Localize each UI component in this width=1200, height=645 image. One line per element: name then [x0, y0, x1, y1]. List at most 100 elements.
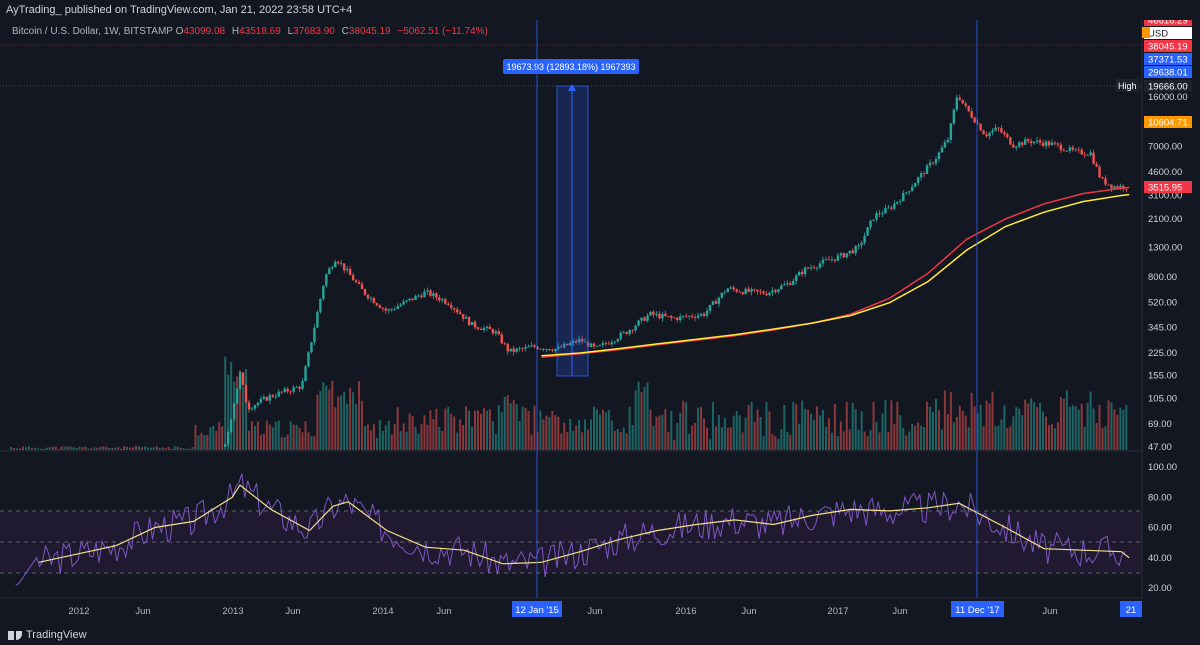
candle-body [1024, 139, 1027, 145]
candle-body [753, 289, 756, 290]
candle-body [1026, 139, 1030, 142]
volume-bar [792, 402, 795, 450]
volume-bar [1113, 409, 1116, 450]
volume-bar [1003, 405, 1006, 450]
candle-body [851, 250, 854, 254]
volume-bar [774, 436, 777, 450]
volume-bar [140, 447, 143, 450]
volume-bar [783, 404, 786, 450]
candle-body [414, 295, 417, 300]
volume-bar [209, 427, 212, 450]
volume-bar [1015, 407, 1018, 450]
candle-body [301, 381, 304, 389]
candle-body [393, 308, 396, 310]
volume-bar [221, 426, 224, 450]
candle-body [557, 346, 560, 349]
rsi-ma-line [38, 484, 1130, 565]
candle-body [348, 268, 352, 276]
volume-bar [934, 398, 937, 450]
volume-bar [1018, 408, 1021, 450]
candle-body [432, 293, 435, 297]
rsi-axis[interactable]: 100.00 80.00 60.00 40.00 20.00 [1148, 462, 1177, 594]
volume-bar [1030, 398, 1033, 450]
candle-body [447, 303, 450, 305]
candle-body [800, 272, 804, 275]
volume-bar [462, 424, 465, 450]
candle-body [479, 328, 483, 331]
candle-body [994, 127, 997, 131]
candle-body [803, 267, 807, 275]
volume-bar [845, 401, 848, 450]
volume-bar [869, 430, 872, 450]
close-label: C [341, 26, 349, 37]
candle-body [515, 348, 518, 352]
volume-bar [914, 426, 917, 450]
candle-body [458, 312, 462, 315]
volume-bar [239, 370, 242, 450]
volume-bar [747, 405, 750, 450]
candle-body [786, 283, 789, 285]
volume-bar [268, 424, 271, 450]
volume-bar [816, 406, 819, 450]
volume-bar [1047, 425, 1050, 450]
volume-bar [967, 427, 970, 450]
candle-body [1050, 142, 1054, 146]
volume-bar [667, 431, 670, 450]
volume-bar [369, 430, 372, 450]
volume-bar [1098, 404, 1101, 450]
volume-bar [890, 400, 893, 450]
candle-body [887, 207, 890, 209]
volume-bar [283, 437, 286, 450]
price-badge [1144, 53, 1192, 65]
candle-body [1035, 140, 1039, 142]
candle-body [910, 186, 914, 192]
price-axis[interactable]: 16000.00 7000.00 4600.00 3100.00 2100.00 1300… [1148, 92, 1188, 453]
candle-body [693, 317, 697, 318]
candle-body [893, 203, 896, 209]
volume-bar [21, 446, 24, 450]
candle-body [1125, 188, 1128, 190]
candle-body [702, 313, 706, 316]
price-badge-label: 3515.95 [1148, 183, 1182, 194]
rsi-axis-label: 40.00 [1148, 553, 1172, 564]
price-badge-label: 29638.01 [1148, 68, 1188, 79]
volume-bar [167, 446, 170, 450]
volume-bar [149, 447, 152, 450]
candle-body [470, 321, 474, 326]
volume-bar [170, 448, 173, 450]
volume-bar [833, 403, 836, 450]
volume-bar [352, 392, 355, 450]
volume-bar [929, 406, 932, 450]
tradingview-logo[interactable]: TradingView [8, 629, 87, 641]
candle-body [1018, 142, 1021, 147]
volume-bar [1065, 390, 1068, 450]
volume-bar [471, 426, 474, 450]
candle-body [1062, 150, 1066, 152]
time-axis[interactable]: 2012 Jun 2013 Jun 2014 Jun Jun 2016 Jun 2017 Jun Ju… [68, 601, 1142, 617]
main-pane[interactable] [0, 20, 1142, 450]
candle-body [369, 297, 373, 299]
candle-body [506, 343, 509, 352]
candle-body [976, 122, 979, 124]
volume-bar [595, 409, 598, 450]
volume-bar [827, 418, 830, 450]
candle-body [833, 259, 837, 261]
volume-bar [604, 412, 607, 450]
time-axis-label: Jun [135, 606, 150, 617]
volume-bar [334, 407, 337, 450]
volume-bar [411, 415, 414, 450]
volume-bar [563, 422, 566, 450]
candle-body [482, 328, 486, 331]
candle-body [1107, 184, 1110, 186]
chart-svg[interactable]: 19673.93 (12893.18%) 1967393 16000.00 700… [0, 14, 1200, 625]
volume-bar [477, 410, 480, 450]
candle-body [345, 268, 349, 271]
volume-bar [99, 446, 102, 450]
candle-body [253, 405, 257, 409]
candle-body [337, 261, 340, 264]
volume-bar [215, 430, 218, 450]
volume-bar [566, 432, 569, 450]
chart-area[interactable]: 19673.93 (12893.18%) 1967393 16000.00 700… [0, 14, 1200, 625]
volume-bar [27, 446, 30, 450]
volume-bar [587, 429, 590, 450]
